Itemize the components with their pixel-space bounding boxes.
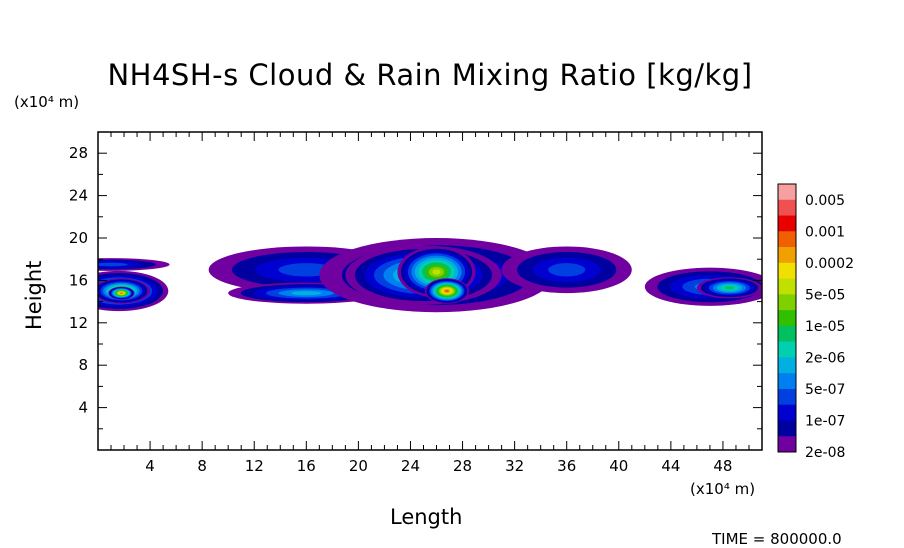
colorbar-swatch — [778, 325, 796, 342]
colorbar-label: 2e-08 — [805, 445, 845, 461]
colorbar-frame — [777, 183, 797, 453]
field-contour — [724, 286, 735, 290]
y-tick-label: 4 — [78, 399, 88, 417]
chart-title: NH4SH-s Cloud & Rain Mixing Ratio [kg/kg… — [107, 58, 753, 92]
x-tick-label: 32 — [505, 457, 524, 475]
colorbar-swatch — [778, 262, 796, 279]
x-tick-label: 16 — [297, 457, 316, 475]
colorbar-label: 0.005 — [805, 193, 845, 209]
x-axis-unit: (x10⁴ m) — [690, 480, 756, 498]
colorbar-swatch — [778, 184, 796, 201]
field-contour — [445, 289, 449, 293]
colorbar-swatch — [778, 199, 796, 216]
y-tick-label: 28 — [69, 144, 88, 162]
x-tick-label: 8 — [197, 457, 207, 475]
x-tick-label: 4 — [145, 457, 155, 475]
x-tick-label: 28 — [453, 457, 472, 475]
colorbar-swatch — [778, 341, 796, 358]
y-tick-label: 20 — [69, 229, 88, 247]
colorbar-label: 0.001 — [805, 224, 845, 240]
x-tick-label: 48 — [713, 457, 732, 475]
colorbar-label: 5e-05 — [805, 287, 845, 303]
field-contour — [291, 291, 322, 296]
colorbar-swatch — [778, 310, 796, 327]
field-contour — [120, 292, 123, 294]
y-tick-label: 12 — [69, 314, 88, 332]
x-tick-label: 44 — [661, 457, 680, 475]
colorbar-label: 5e-07 — [805, 382, 845, 398]
x-tick-label: 12 — [245, 457, 264, 475]
colorbar-swatch — [778, 436, 796, 453]
colorbar-swatch — [778, 388, 796, 406]
x-axis-label: Length — [390, 505, 463, 529]
y-tick-label: 8 — [78, 356, 88, 374]
x-tick-label: 40 — [609, 457, 628, 475]
y-tick-label: 24 — [69, 187, 88, 205]
colorbar-label: 0.0002 — [805, 256, 854, 272]
x-tick-label: 36 — [557, 457, 576, 475]
colorbar-swatch — [778, 420, 796, 437]
colorbar-swatch — [778, 404, 796, 421]
y-tick-label: 16 — [69, 271, 88, 289]
colorbar-swatch — [778, 373, 796, 390]
field-layer — [98, 238, 762, 313]
field-contour — [432, 269, 441, 275]
plot-frame — [97, 131, 763, 451]
x-tick-label: 20 — [349, 457, 368, 475]
field-contour — [548, 263, 586, 277]
field-contour — [98, 262, 128, 267]
x-tick-label: 24 — [401, 457, 420, 475]
colorbar-label: 2e-06 — [805, 350, 845, 366]
y-axis-unit: (x10⁴ m) — [14, 93, 80, 111]
colorbar-label: 1e-05 — [805, 319, 845, 335]
colorbar-swatch — [778, 215, 796, 232]
colorbar-swatch — [778, 357, 796, 374]
colorbar-swatch — [778, 231, 796, 248]
colorbar-label: 1e-07 — [805, 413, 845, 429]
colorbar-swatch — [778, 278, 796, 295]
colorbar-swatch — [778, 247, 796, 264]
colorbar-swatch — [778, 294, 796, 311]
